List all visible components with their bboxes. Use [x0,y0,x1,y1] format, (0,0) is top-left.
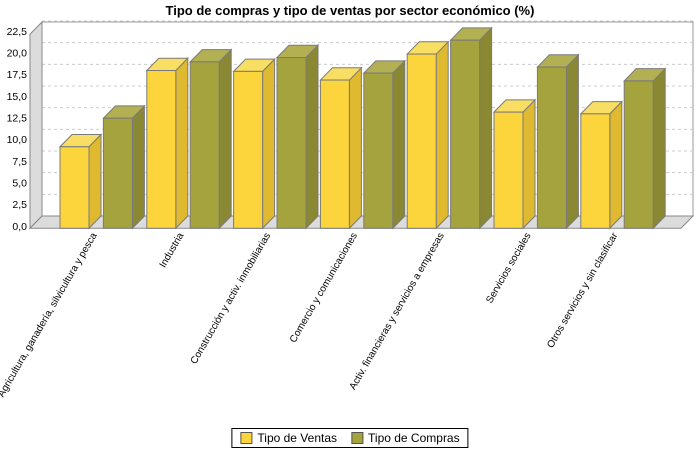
bar-compras-3 [362,59,406,230]
bar-ventas-2 [232,57,276,230]
legend-swatch-icon [240,432,253,444]
bar-ventas-3 [319,66,363,230]
bar-ventas-5 [492,98,537,230]
y-axis-tick-label: 2,5 [12,199,27,211]
y-axis-tick-label: 12,5 [7,112,28,124]
bar-ventas-4 [406,40,450,230]
y-axis-tick-label: 0,0 [12,221,27,233]
legend: Tipo de Ventas Tipo de Compras [231,428,469,448]
bar-ventas-1 [145,57,189,230]
y-axis-tick-label: 7,5 [12,156,27,168]
bar-compras-6 [623,67,667,230]
legend-label: Tipo de Ventas [257,431,338,445]
x-axis-label-2: Construcción y activ. inmobiliarias [189,231,273,366]
y-axis-tick-label: 20,0 [7,47,28,59]
y-axis-tick-label: 15,0 [7,91,28,103]
bar-ventas-6 [579,100,623,230]
x-axis-label-3: Comercio y comunicaciones [288,231,360,345]
legend-item: Tipo de Ventas [240,431,337,445]
chart-title: Tipo de compras y tipo de ventas por sec… [165,3,535,18]
bar-compras-2 [275,44,320,230]
bar-compras-5 [536,53,580,230]
legend-label: Tipo de Compras [368,431,460,445]
bar-compras-4 [449,26,493,230]
bar-ventas-0 [58,133,103,230]
plot-left-wall [29,20,43,230]
x-axis-label-1: Industria [158,231,187,270]
x-axis-label-6: Otros servicios y sin clasificar [545,230,620,350]
x-axis-label-5: Servicios sociales [484,231,533,305]
y-axis-tick-label: 5,0 [12,177,27,189]
bar-compras-0 [102,104,146,230]
y-axis-tick-label: 22,5 [7,26,28,38]
y-axis-tick-label: 10,0 [7,134,28,146]
x-axis-label-0: Agricultura, ganadería, silvicultura y p… [0,231,100,400]
legend-item: Tipo de Compras [351,431,460,445]
x-axis-label-4: Activ. financieras y servicios a empresa… [348,231,447,392]
bar-compras-1 [189,48,233,230]
legend-swatch-icon [351,432,364,444]
y-axis-tick-label: 17,5 [7,69,28,81]
